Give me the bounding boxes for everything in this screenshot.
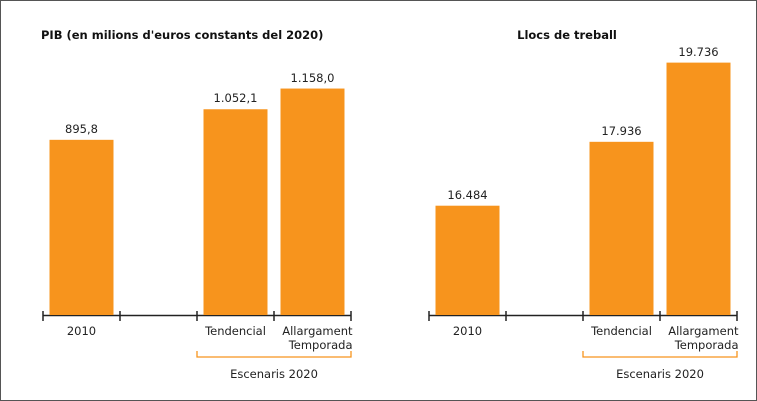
bar xyxy=(589,141,654,315)
scenario-bracket xyxy=(582,351,738,358)
bar xyxy=(280,88,345,316)
bar xyxy=(666,62,731,316)
value-label: 17.936 xyxy=(601,123,642,138)
bar xyxy=(49,139,114,315)
annotation: Escenaris 2020 xyxy=(230,367,318,381)
x-tick-label: Allargament Temporada xyxy=(282,324,353,352)
x-tick-label: 2010 xyxy=(66,324,97,338)
chart-title: PIB (en milions d'euros constants del 20… xyxy=(41,28,324,42)
x-tick-label: Tendencial xyxy=(205,324,266,338)
scenario-bracket xyxy=(196,351,352,358)
x-tick-label: Tendencial xyxy=(591,324,652,338)
bar xyxy=(435,205,500,315)
value-label: 1.158,0 xyxy=(290,70,335,85)
value-label: 19.736 xyxy=(678,44,719,59)
x-tick-label: Allargament Temporada xyxy=(668,324,739,352)
value-label: 895,8 xyxy=(65,121,98,136)
chart-title: Llocs de treball xyxy=(517,28,617,42)
bar xyxy=(203,109,268,315)
annotation: Escenaris 2020 xyxy=(616,367,704,381)
value-label: 1.052,1 xyxy=(213,91,258,106)
x-tick-label: 2010 xyxy=(452,324,483,338)
value-label: 16.484 xyxy=(447,187,488,202)
